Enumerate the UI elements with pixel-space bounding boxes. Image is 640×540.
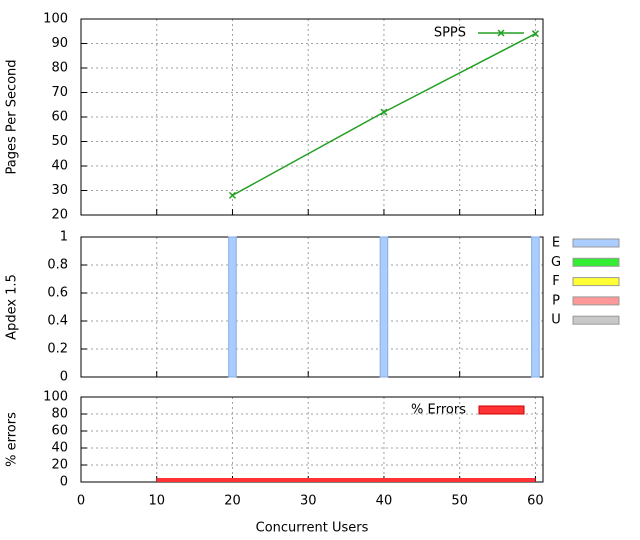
x-tick-label: 50: [451, 494, 468, 509]
bar: [531, 236, 540, 378]
y-tick-label: 40: [51, 441, 68, 456]
y-tick-label: 20: [51, 208, 68, 223]
legend-label: SPPS: [434, 26, 466, 41]
x-tick-label: 60: [527, 494, 544, 509]
y-tick-label: 80: [51, 61, 68, 76]
legend-swatch: [572, 257, 620, 267]
x-axis-label: Concurrent Users: [256, 521, 369, 536]
legend-swatch: [478, 405, 525, 415]
y-tick-label: 60: [51, 110, 68, 125]
y-tick-label: 0: [60, 370, 68, 385]
point: [531, 30, 539, 38]
point: [380, 108, 388, 116]
bar: [228, 236, 237, 378]
y-tick-label: 70: [51, 85, 68, 100]
plot-frame: [80, 396, 544, 483]
legend-label: G: [551, 255, 561, 270]
y-tick-label: 20: [51, 458, 68, 473]
y-axis-label: Apdex 1.5: [5, 274, 20, 340]
y-tick-label: 100: [43, 390, 68, 405]
y-tick-label: 0.2: [47, 342, 68, 357]
y-tick-label: 80: [51, 407, 68, 422]
plot-frame: [80, 236, 544, 378]
x-tick-label: 10: [148, 494, 165, 509]
y-axis-label: Pages Per Second: [5, 59, 20, 174]
legend-swatch: [572, 296, 620, 306]
y-tick-label: 30: [51, 183, 68, 198]
y-tick-label: 0.6: [47, 286, 68, 301]
bar: [379, 236, 389, 378]
x-tick-label: 20: [224, 494, 241, 509]
legend-label: F: [552, 274, 559, 289]
y-tick-label: 40: [51, 159, 68, 174]
legend-label: U: [551, 313, 561, 328]
y-tick-label: 60: [51, 424, 68, 439]
x-tick-label: 0: [77, 494, 85, 509]
y-axis-label: % errors: [5, 412, 20, 467]
y-tick-label: 0: [60, 475, 68, 490]
legend-label: % Errors: [411, 403, 466, 418]
y-tick-label: 1: [60, 230, 68, 245]
plot-frame: [80, 18, 544, 216]
legend-label: P: [552, 293, 560, 308]
legend-swatch: [572, 315, 620, 325]
x-tick-label: 30: [300, 494, 317, 509]
legend-swatch: [572, 238, 620, 248]
y-tick-label: 0.4: [47, 314, 68, 329]
y-tick-label: 0.8: [47, 258, 68, 273]
point: [228, 191, 237, 199]
legend-label: E: [552, 236, 560, 251]
y-tick-label: 50: [51, 134, 68, 149]
x-tick-label: 40: [376, 494, 393, 509]
legend-swatch: [572, 277, 620, 287]
y-tick-label: 90: [51, 36, 68, 51]
y-tick-label: 100: [43, 12, 68, 27]
legend-swatch: [497, 29, 505, 37]
